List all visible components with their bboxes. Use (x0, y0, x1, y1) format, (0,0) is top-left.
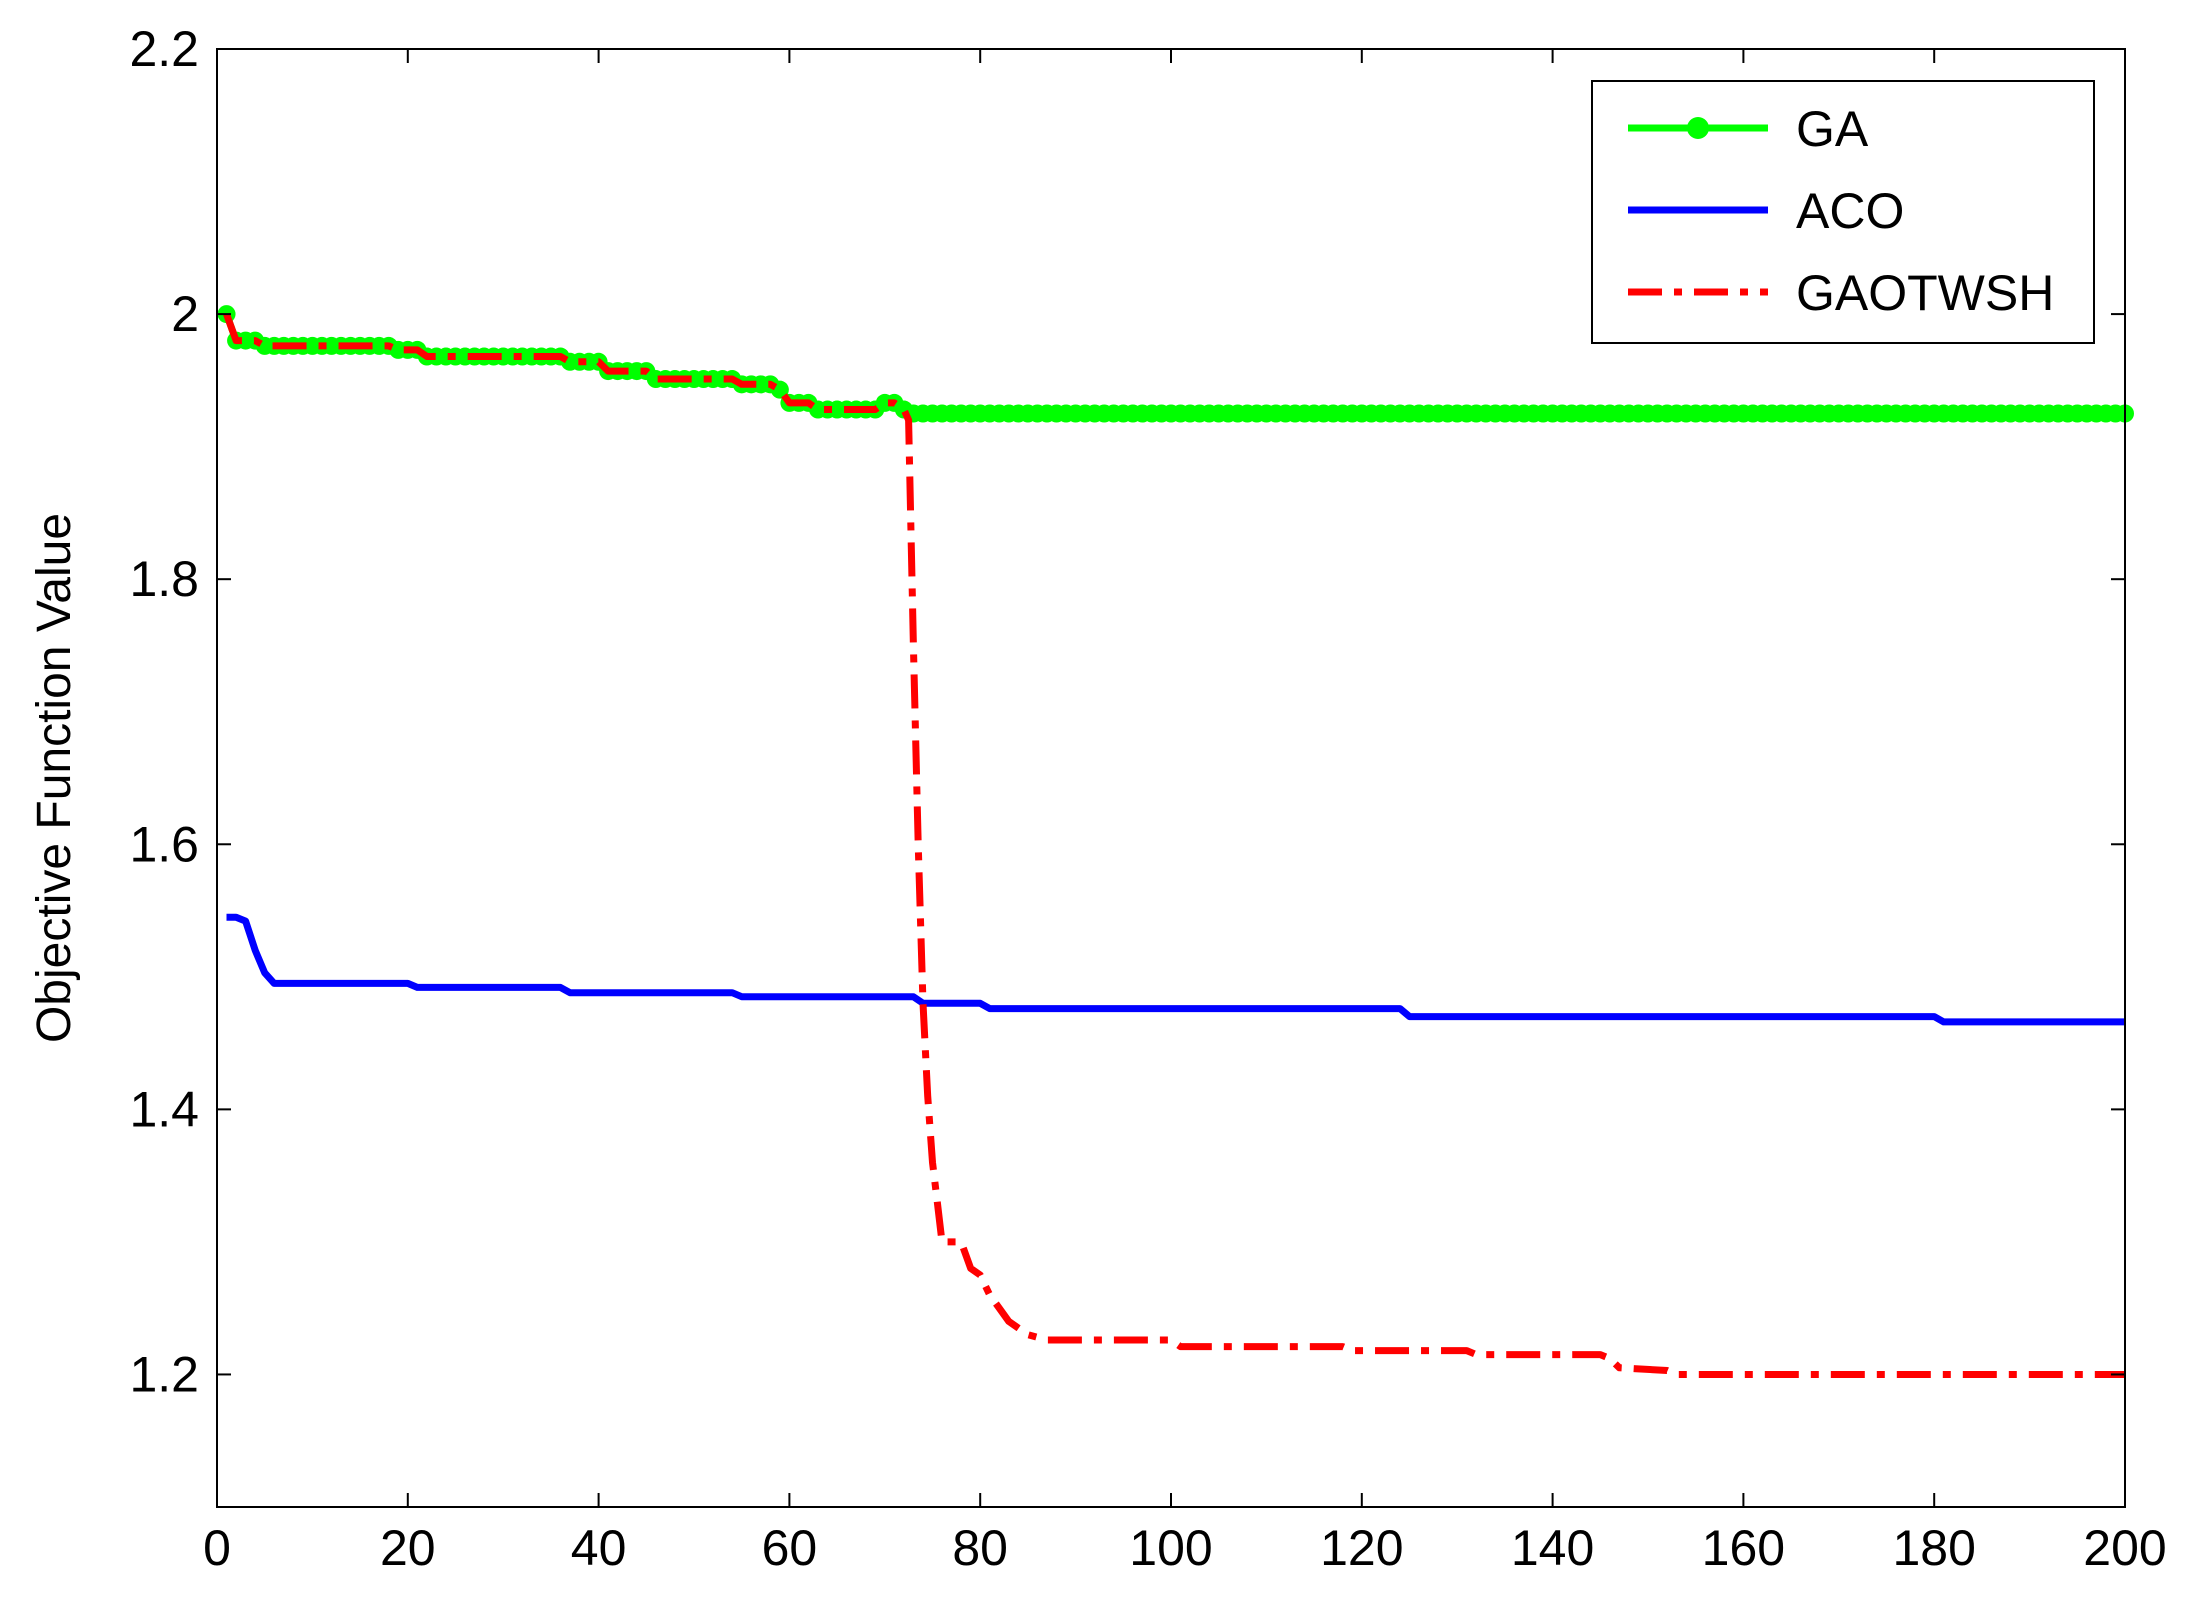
series-aco (226, 913, 2125, 1026)
x-tick-label: 80 (952, 1520, 1008, 1576)
x-tick-label: 40 (571, 1520, 627, 1576)
legend-label-aco: ACO (1796, 183, 1904, 239)
legend-label-ga: GA (1796, 101, 1869, 157)
axes-layer: 0 20 40 60 80 100 120 140 160 180 200 1.2 1.4 1.6 1.8 2… (129, 21, 2166, 1576)
y-tick-label: 1.6 (129, 816, 199, 872)
x-tick-label: 160 (1702, 1520, 1785, 1576)
line-gaotwsh (223, 312, 2125, 1378)
legend-label-gaotwsh: GAOTWSH (1796, 265, 2054, 321)
y-tick-label: 2 (171, 286, 199, 342)
x-tick-label: 20 (380, 1520, 436, 1576)
x-tick-label: 100 (1129, 1520, 1212, 1576)
line-aco (226, 913, 2125, 1026)
x-tick-label: 60 (762, 1520, 818, 1576)
y-tick-label: 1.2 (129, 1346, 199, 1402)
series-layer (217, 305, 2134, 1378)
y-axis-label: Objective Function Value (28, 513, 81, 1043)
x-tick-label: 180 (1892, 1520, 1975, 1576)
x-tick-label: 140 (1511, 1520, 1594, 1576)
y-tick-label: 2.2 (129, 21, 199, 77)
x-tick-label: 120 (1320, 1520, 1403, 1576)
x-tick-label: 200 (2083, 1520, 2166, 1576)
series-gaotwsh (223, 312, 2125, 1378)
y-tick-label: 1.4 (129, 1081, 199, 1137)
legend: GA ACO GAOTWSH (1591, 80, 2095, 344)
y-tick-label: 1.8 (129, 551, 199, 607)
x-tick-label: 0 (203, 1520, 231, 1576)
legend-marker-ga (1687, 117, 1709, 139)
